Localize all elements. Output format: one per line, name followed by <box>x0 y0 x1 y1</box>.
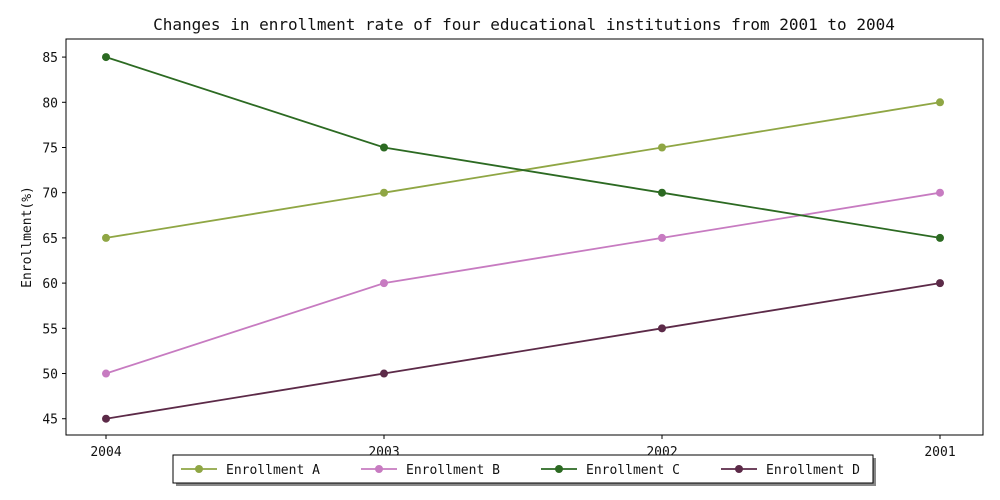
data-point <box>936 233 944 242</box>
legend-label: Enrollment D <box>766 463 860 478</box>
data-point <box>658 233 666 242</box>
data-point <box>380 143 388 152</box>
legend: Enrollment A Enrollment B Enrollment C Enro… <box>172 454 876 486</box>
y-tick-label: 80 <box>42 96 58 111</box>
series-enrollment-d <box>102 279 944 423</box>
legend-marker <box>555 465 563 473</box>
y-axis: 45 50 55 60 65 70 75 80 85 <box>42 51 66 428</box>
legend-label: Enrollment A <box>226 463 320 478</box>
legend-marker <box>375 465 383 473</box>
y-tick-label: 65 <box>42 232 58 247</box>
data-point <box>102 369 110 378</box>
data-point <box>380 188 388 197</box>
chart-title: Changes in enrollment rate of four educa… <box>153 15 895 34</box>
data-point <box>380 279 388 288</box>
x-tick-label: 2004 <box>90 445 121 460</box>
series-enrollment-c <box>102 53 944 242</box>
y-tick-label: 70 <box>42 187 58 202</box>
data-point <box>936 279 944 288</box>
y-tick-label: 60 <box>42 277 58 292</box>
data-point <box>102 414 110 423</box>
series-layer <box>102 53 944 423</box>
y-tick-label: 55 <box>42 322 58 337</box>
legend-marker <box>735 465 743 473</box>
y-tick-label: 75 <box>42 141 58 156</box>
y-axis-label: Enrollment(%) <box>20 186 35 288</box>
y-tick-label: 85 <box>42 51 58 66</box>
legend-label: Enrollment C <box>586 463 680 478</box>
data-point <box>658 324 666 333</box>
data-point <box>102 233 110 242</box>
plot-area <box>65 38 984 436</box>
data-point <box>102 53 110 62</box>
series-line <box>105 56 941 239</box>
y-tick-label: 50 <box>42 368 58 383</box>
data-point <box>658 143 666 152</box>
legend-marker <box>195 465 203 473</box>
legend-label: Enrollment B <box>406 463 500 478</box>
data-point <box>936 188 944 197</box>
y-tick-label: 45 <box>42 413 58 428</box>
series-line <box>105 282 941 420</box>
data-point <box>658 188 666 197</box>
data-point <box>936 98 944 107</box>
data-point <box>380 369 388 378</box>
x-tick-label: 2001 <box>924 445 955 460</box>
